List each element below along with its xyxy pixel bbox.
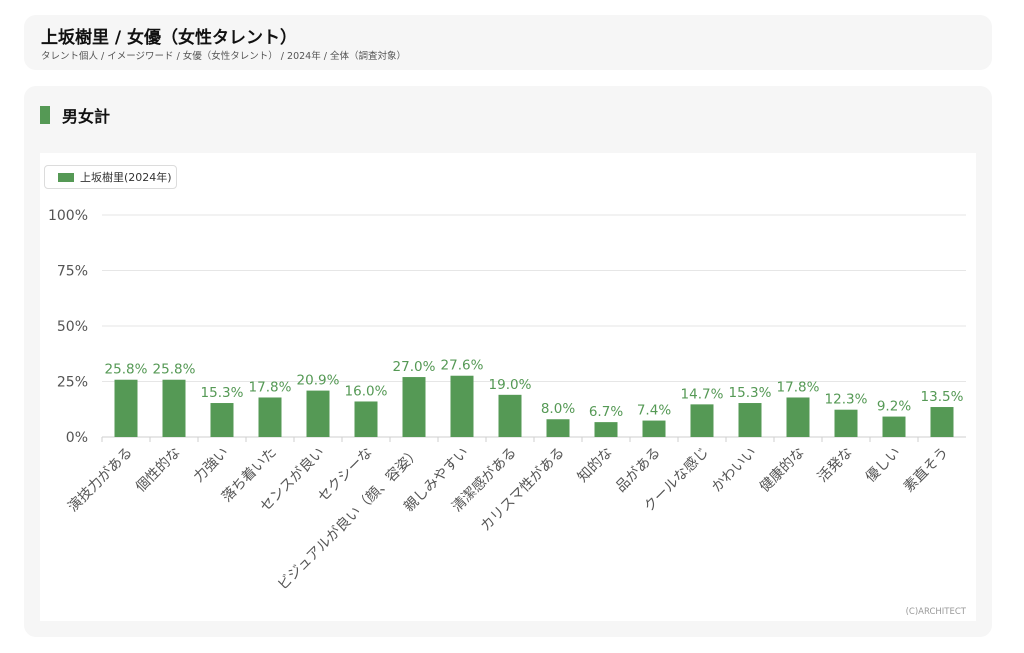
- x-tick-label: 個性的な: [133, 445, 184, 496]
- data-label: 25.8%: [105, 362, 148, 378]
- bar: [594, 422, 618, 437]
- copyright: (C)ARCHITECT: [905, 607, 966, 617]
- header-card: 上坂樹里 / 女優（女性タレント） タレント個人 / イメージワード / 女優（…: [24, 15, 992, 70]
- chart-card: 男女計 0% 25% 50% 75% 100% 25.8% 演技力がある 25.8% 個性的な 1…: [24, 86, 992, 637]
- data-label: 27.6%: [441, 358, 484, 374]
- bar: [930, 407, 954, 437]
- data-label: 15.3%: [201, 385, 244, 401]
- x-tick-label: 健康的な: [756, 444, 808, 496]
- bar-chart: 0% 25% 50% 75% 100% 25.8% 演技力がある 25.8% 個性的な 15.3%…: [48, 208, 966, 593]
- chart-legend[interactable]: 上坂樹里(2024年): [44, 165, 177, 189]
- data-label: 12.3%: [825, 392, 868, 408]
- data-label: 14.7%: [681, 386, 724, 402]
- data-label: 27.0%: [393, 359, 436, 375]
- x-tick-label: カリスマ性がある: [478, 445, 568, 535]
- bar: [210, 403, 234, 437]
- x-tick-label: 演技力がある: [65, 445, 136, 516]
- section-title: 男女計: [62, 107, 111, 126]
- y-tick-label: 0%: [66, 430, 88, 446]
- x-tick-label: 力強い: [191, 445, 232, 486]
- y-tick-label: 25%: [57, 375, 88, 391]
- y-tick-label: 50%: [57, 319, 88, 335]
- legend-label: 上坂樹里(2024年): [80, 171, 172, 184]
- page-title: 上坂樹里 / 女優（女性タレント）: [41, 28, 298, 48]
- y-tick-label: 75%: [57, 264, 88, 280]
- bar: [402, 377, 426, 437]
- data-label: 9.2%: [877, 399, 911, 415]
- bar: [882, 416, 906, 437]
- bar: [738, 403, 762, 437]
- data-label: 15.3%: [729, 385, 772, 401]
- bar: [450, 375, 474, 437]
- data-label: 8.0%: [541, 401, 575, 417]
- y-tick-label: 100%: [48, 208, 88, 224]
- bar: [642, 420, 666, 437]
- data-label: 17.8%: [777, 379, 820, 395]
- data-label: 16.0%: [345, 383, 388, 399]
- legend-swatch: [58, 172, 74, 182]
- chart-area: 0% 25% 50% 75% 100% 25.8% 演技力がある 25.8% 個性的な 15.3%…: [40, 153, 976, 621]
- bar: [306, 390, 330, 437]
- data-label: 25.8%: [153, 362, 196, 378]
- section-marker: [40, 106, 50, 124]
- x-tick-label: 活発な: [815, 445, 856, 486]
- bar: [690, 404, 714, 437]
- x-tick-label: かわいい: [709, 445, 760, 496]
- x-tick-label: 優しい: [863, 445, 904, 486]
- bar: [354, 401, 378, 437]
- bar: [546, 419, 570, 437]
- data-label: 6.7%: [589, 404, 623, 420]
- data-label: 20.9%: [297, 373, 340, 389]
- bar: [114, 379, 138, 437]
- data-label: 13.5%: [921, 389, 964, 405]
- bar: [258, 397, 282, 437]
- bar: [498, 394, 522, 437]
- data-label: 17.8%: [249, 379, 292, 395]
- x-tick-label: 知的な: [574, 444, 616, 486]
- bar: [786, 397, 810, 437]
- bar: [162, 379, 186, 437]
- data-label: 7.4%: [637, 403, 671, 419]
- bar: [834, 409, 858, 437]
- data-label: 19.0%: [489, 377, 532, 393]
- breadcrumb: タレント個人 / イメージワード / 女優（女性タレント） / 2024年 / …: [41, 51, 406, 62]
- x-tick-label: 素直そう: [900, 444, 952, 496]
